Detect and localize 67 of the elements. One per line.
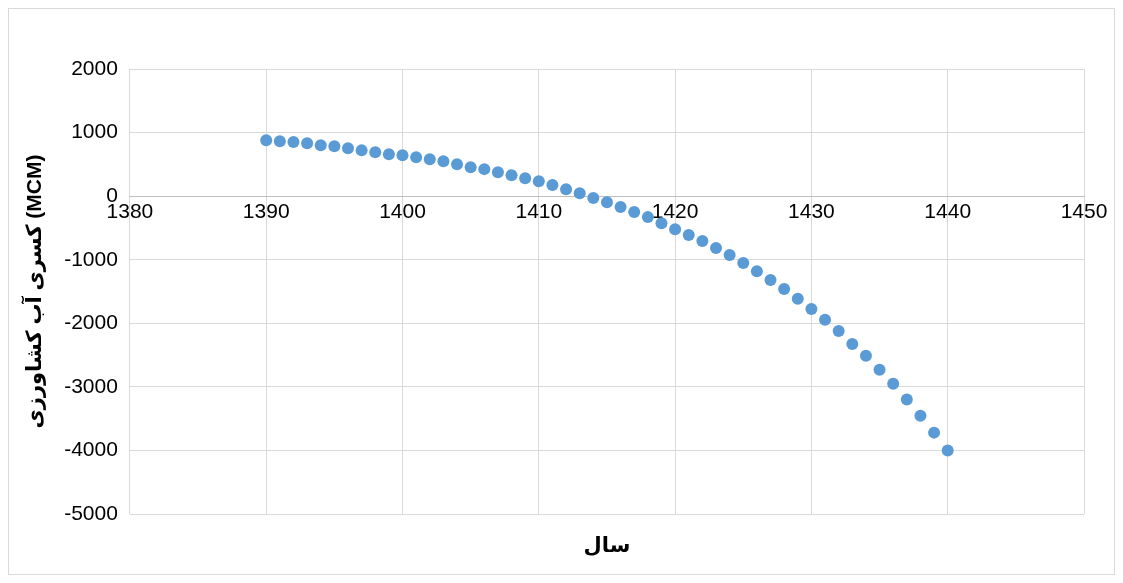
point [260, 134, 273, 147]
point [423, 153, 436, 166]
point [900, 393, 913, 406]
y-tick-label: 2000 [71, 55, 118, 79]
x-tick-label: 1440 [924, 198, 972, 222]
point [273, 135, 286, 148]
point [873, 363, 886, 376]
point [287, 136, 300, 149]
point [791, 292, 804, 305]
point [928, 426, 941, 439]
point [519, 172, 532, 185]
x-axis-title: سال [583, 532, 631, 556]
point [491, 166, 504, 179]
point [805, 302, 818, 315]
point [382, 148, 395, 161]
point [641, 211, 654, 224]
point [560, 183, 573, 196]
y-tick-label: -3000 [64, 373, 118, 397]
x-tick-label: 1430 [788, 198, 835, 222]
point [341, 142, 354, 155]
point [314, 139, 327, 152]
point [669, 223, 682, 236]
point [723, 248, 736, 261]
point [505, 169, 518, 182]
point [614, 200, 627, 213]
point [682, 228, 695, 241]
point [832, 324, 845, 337]
y-tick-label: -5000 [64, 500, 118, 524]
point [887, 377, 900, 390]
point [859, 349, 872, 362]
x-tick-label: 1410 [515, 198, 563, 222]
y-tick-label: -2000 [64, 310, 118, 334]
point [546, 179, 559, 192]
x-tick-label: 1400 [379, 198, 426, 222]
x-tick-label: 1420 [651, 198, 699, 222]
point [532, 175, 545, 188]
point [464, 161, 477, 174]
point [696, 234, 709, 247]
y-tick-label: -1000 [64, 246, 118, 270]
point [628, 206, 641, 219]
y-tick-label: -4000 [64, 437, 118, 461]
y-axis-title: کسری آب کشاورزی (MCM) [21, 154, 47, 429]
point [410, 151, 423, 164]
point [764, 274, 777, 287]
point [941, 444, 954, 457]
point [846, 337, 859, 350]
point [301, 137, 314, 150]
point [737, 256, 750, 269]
point [369, 146, 382, 159]
point [478, 163, 491, 176]
point [600, 196, 613, 209]
x-tick-label: 1390 [242, 198, 290, 222]
y-tick-label: 1000 [71, 119, 118, 143]
point [709, 241, 722, 254]
point [396, 149, 409, 162]
point [328, 140, 341, 153]
point [655, 217, 668, 230]
point [914, 409, 927, 422]
point [778, 282, 791, 295]
point [587, 192, 600, 205]
point [437, 155, 450, 168]
point [355, 144, 368, 157]
point [451, 158, 464, 171]
point [819, 313, 832, 326]
point [750, 265, 763, 278]
point [573, 187, 586, 200]
x-tick-label: 1450 [1060, 198, 1108, 222]
